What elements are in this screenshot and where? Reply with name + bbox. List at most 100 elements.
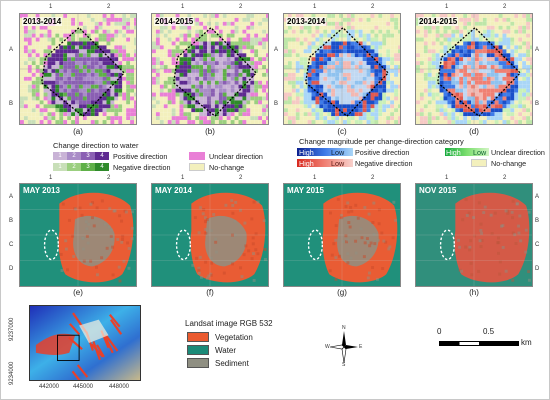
inset-x-tick: 448000 [109,384,130,390]
swatch-negative-1: 1 [53,163,67,171]
panel-caption: (e) [73,288,83,297]
row-tick-a: A [9,194,14,200]
row-tick-b: B [274,101,279,107]
col-tick-1: 1 [313,4,317,10]
label-unclear-direction: Unclear direction [491,148,545,157]
scale-label-mid: 0.5 [483,327,495,336]
panel-g: 1 2 MAY 2015 (g) [283,175,401,298]
landsat-image [151,183,269,287]
landsat-image [415,183,533,287]
row-tick-d: D [9,266,14,272]
panel-title: 2013-2014 [286,17,327,26]
ramp-unclear-high: High [446,148,461,157]
row-tick-b: B [9,101,14,107]
col-tick-1: 1 [49,175,53,181]
row-tick-a: A [535,194,540,200]
swatch-sediment [187,358,209,368]
change-magnitude-map [283,13,401,125]
panel-f: 1 2 MAY 2014 (f) [151,175,269,298]
ramp-positive [297,148,353,156]
col-tick-2: 2 [503,175,507,181]
row-tick-a: A [274,47,279,53]
panel-title: 2014-2015 [154,17,195,26]
inset-y-tick: 9234000 [9,361,15,385]
col-tick-1: 1 [181,4,185,10]
col-tick-2: 2 [239,175,243,181]
ramp-negative-low: Low [331,159,345,168]
col-tick-1: 1 [445,4,449,10]
row-tick-a: A [9,47,14,53]
ramp-unclear [445,148,489,156]
inset-map-panel: 9237000 9234000 442000 445000 448000 [7,301,157,397]
col-tick-2: 2 [371,4,375,10]
change-direction-map [151,13,269,125]
label-vegetation: Vegetation [215,333,253,342]
legend-magnitude-title: Change magnitude per change-direction ca… [299,137,464,146]
swatch-water [187,345,209,355]
inset-x-tick: 442000 [39,384,60,390]
panel-h: 1 2 A B C D NOV 2015 (h) [415,175,539,298]
panel-caption: (d) [469,127,479,136]
legend-rgb-title: Landsat image RGB 532 [185,319,273,328]
col-tick-1: 1 [49,4,53,10]
swatch-negative-2: 2 [67,163,81,171]
swatch-vegetation [187,332,209,342]
panel-caption: (h) [469,288,479,297]
scale-bar: 0 0.5 km [431,327,532,357]
panel-title: NOV 2015 [419,186,457,195]
panel-b: 1 2 2014-2015 (b) [151,4,269,137]
scale-bar-graphic [439,341,519,346]
panel-a: 1 2 A B 2013-2014 (a) [9,4,137,137]
ramp-negative [297,159,353,167]
panel-caption: (c) [337,127,347,136]
panel-title: 2013-2014 [22,17,63,26]
label-negative-direction: Negative direction [355,159,413,168]
ramp-negative-high: High [299,159,314,168]
legend-rgb: Landsat image RGB 532 Vegetation Water S… [179,319,319,379]
scale-unit: km [521,338,532,347]
panel-title: MAY 2014 [155,186,192,195]
landsat-image [19,183,137,287]
legend-direction: Change direction to water 1 2 3 4 Positi… [51,141,281,177]
col-tick-2: 2 [107,4,111,10]
swatch-positive-4: 4 [95,152,109,160]
col-tick-2: 2 [371,175,375,181]
row-tick-c: C [9,242,14,248]
change-magnitude-map [415,13,533,125]
label-sediment: Sediment [215,359,249,368]
compass-rose-icon [329,331,358,364]
compass-w: W [325,344,330,350]
swatch-positive-2: 2 [67,152,81,160]
label-negative-direction: Negative direction [113,163,171,172]
label-positive-direction: Positive direction [113,152,168,161]
inset-y-tick: 9237000 [9,317,15,341]
panel-caption: (g) [337,288,347,297]
label-water: Water [215,346,237,355]
compass-s: S [342,362,346,368]
swatch-nochange [471,159,487,167]
panel-caption: (a) [73,127,83,136]
row-tick-c: C [535,242,540,248]
panel-c: 1 2 A B 2013-2014 (c) [274,4,401,137]
compass-n: N [342,325,346,331]
ramp-positive-low: Low [331,148,345,157]
label-positive-direction: Positive direction [355,148,410,157]
landsat-image [283,183,401,287]
swatch-nochange [189,163,205,171]
col-tick-2: 2 [503,4,507,10]
row-tick-d: D [535,266,540,272]
compass-e: E [359,344,363,350]
row-tick-b: B [9,218,14,224]
label-unclear-direction: Unclear direction [209,152,263,161]
col-tick-2: 2 [239,4,243,10]
swatch-negative-4: 4 [95,163,109,171]
panel-caption: (f) [206,288,214,297]
north-arrow: N S W E [325,325,363,368]
row-tick-a: A [535,47,540,53]
ramp-unclear-low: Low [473,148,487,157]
panel-title: MAY 2015 [287,186,324,195]
inset-map [29,305,141,381]
change-direction-map [19,13,137,125]
label-nochange: No-change [491,159,527,168]
